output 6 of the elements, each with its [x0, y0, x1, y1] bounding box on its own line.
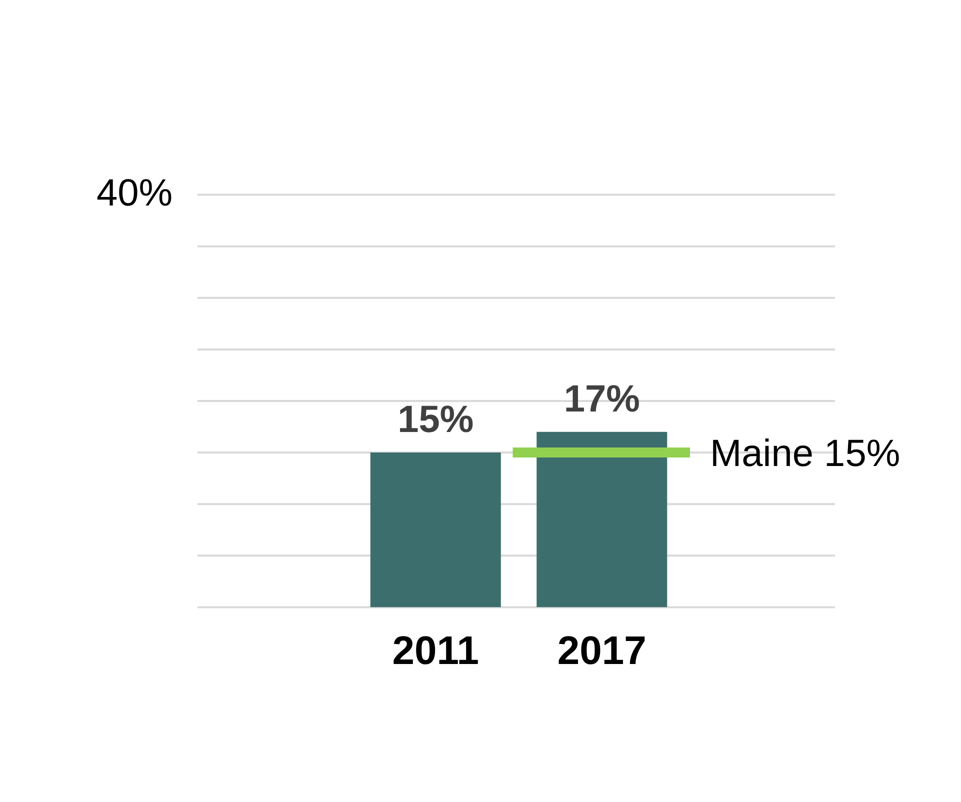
data-label: 17% — [564, 378, 640, 420]
data-label: 15% — [398, 399, 474, 442]
x-tick-label: 2017 — [557, 629, 646, 674]
x-tick-label: 2011 — [392, 629, 480, 674]
y-tick-label: 40% — [96, 172, 172, 214]
ref-line-label: Maine 15% — [710, 433, 900, 476]
